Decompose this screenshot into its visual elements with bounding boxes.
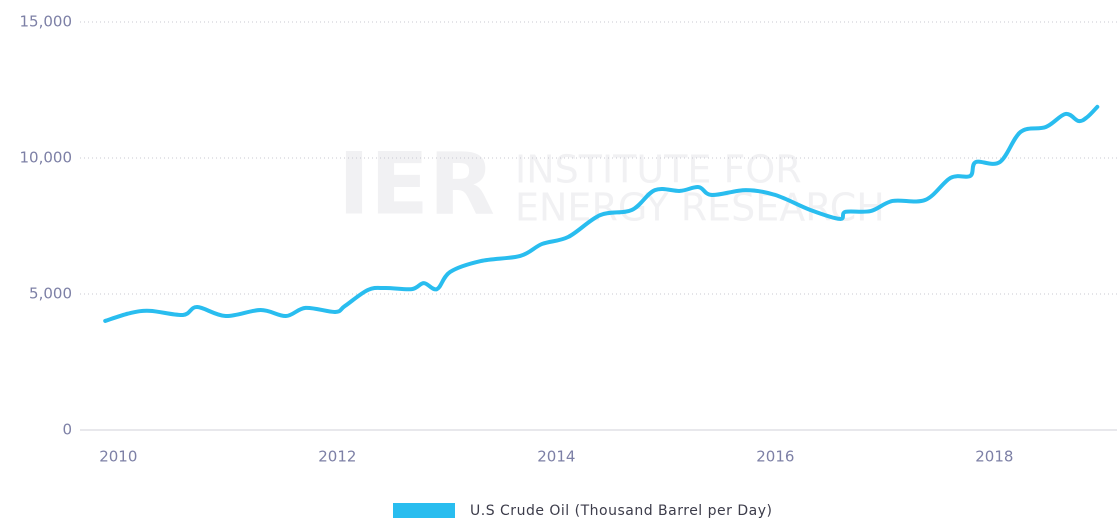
data-line <box>103 104 1100 323</box>
legend-label: U.S Crude Oil (Thousand Barrel per Day) <box>470 503 772 518</box>
watermark-text: ENERGY RESEARCH <box>515 186 885 230</box>
y-tick-label: 15,000 <box>20 13 73 31</box>
x-tick-label: 2016 <box>756 448 794 466</box>
x-tick-label: 2014 <box>537 448 575 466</box>
x-tick-label: 2010 <box>99 448 137 466</box>
legend-swatch <box>393 503 455 518</box>
x-tick-label: 2012 <box>318 448 356 466</box>
y-tick-label: 10,000 <box>20 149 73 167</box>
y-tick-label: 5,000 <box>29 285 72 303</box>
watermark-logo: IER <box>338 134 495 234</box>
watermark-text: INSTITUTE FOR <box>515 148 802 192</box>
x-tick-label: 2018 <box>975 448 1013 466</box>
y-tick-label: 0 <box>62 421 72 439</box>
